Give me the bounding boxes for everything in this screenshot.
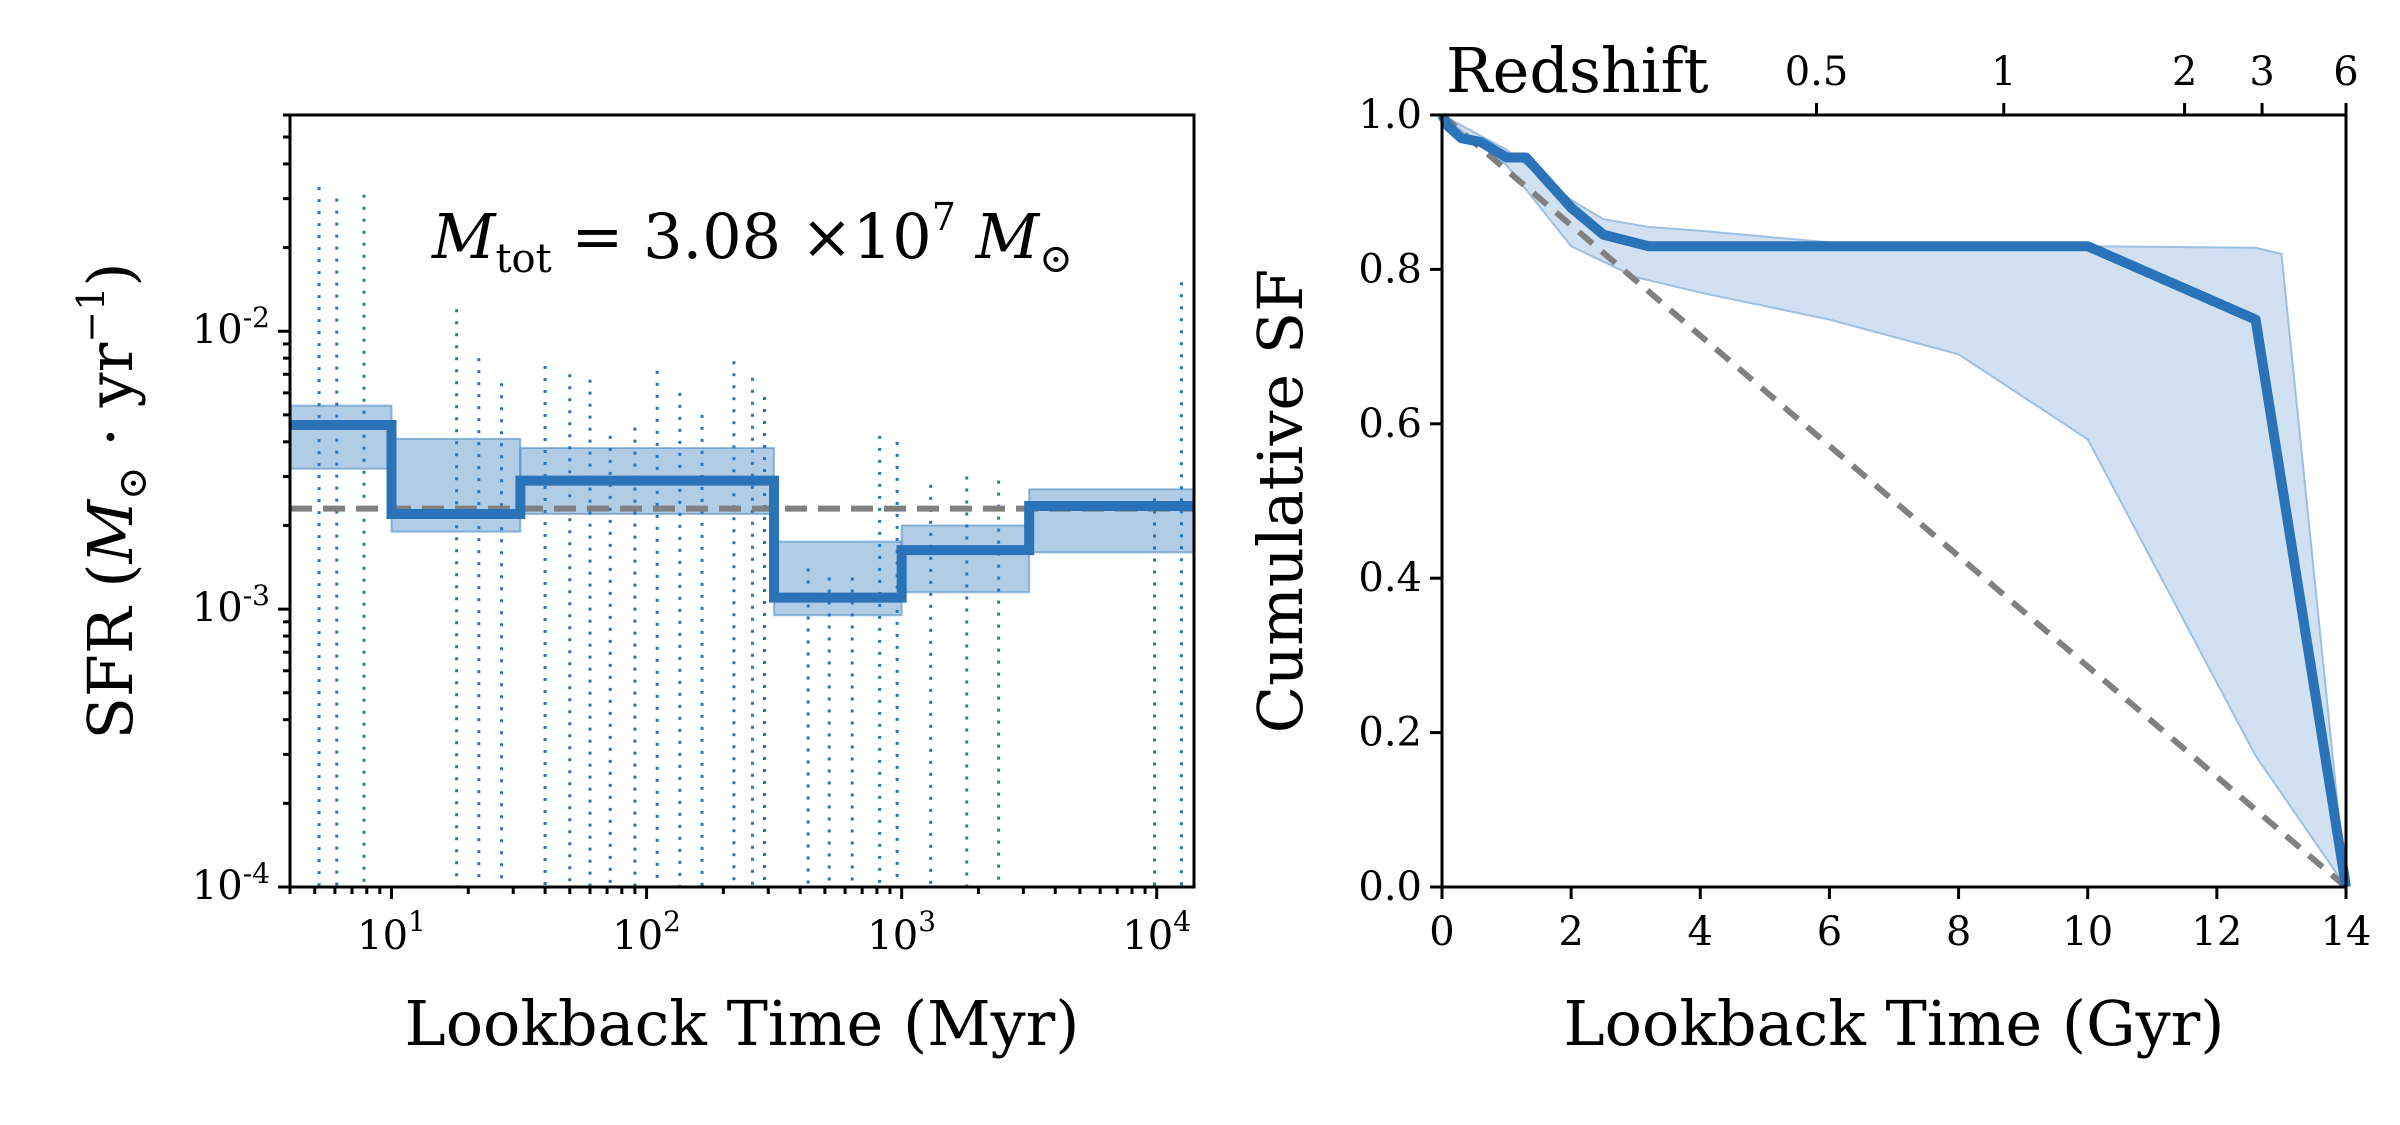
annot-eq: = 3.08 ×10 <box>552 200 932 273</box>
ylabel-pre: SFR ( <box>74 563 147 739</box>
ylabel-sub: ⊙ <box>110 466 156 500</box>
sfr-x-tick-label-0: 101 <box>357 905 426 959</box>
cumulative-axes-frame <box>1440 113 2348 889</box>
cumulative-y-tick-label-5: 1.0 <box>1358 92 1422 138</box>
ylabel-post: ) <box>74 262 147 286</box>
sfr-x-tick-label-3: 104 <box>1122 905 1191 959</box>
cumulative-x-tick-label-2: 4 <box>1688 909 1713 955</box>
cumulative-y-tick-label-4: 0.8 <box>1358 246 1422 292</box>
redshift-tick-label-4: 6 <box>2333 49 2358 95</box>
sfr-y-axis-label: SFR (M⊙ · yr−1) <box>69 262 156 739</box>
cumulative-x-tick-label-5: 10 <box>2062 909 2113 955</box>
redshift-tick-label-2: 2 <box>2172 49 2197 95</box>
sfr-annotation: Mtot = 3.08 ×107 M⊙ <box>431 195 1073 282</box>
cumulative-y-tick-label-1: 0.2 <box>1358 710 1422 756</box>
cumulative-x-tick-label-1: 2 <box>1558 909 1583 955</box>
cumulative-y-tick-label-2: 0.4 <box>1358 555 1422 601</box>
cumulative-y-tick-label-0: 0.0 <box>1358 864 1422 910</box>
sfr-median-step-line <box>290 419 1194 603</box>
cumulative-ticks: 0 2 4 6 8 10 12 140.00.20.40.60.81.00.5 1 2 3 6 <box>1358 49 2371 955</box>
sfr-y-tick-label-2: 10-2 <box>192 301 270 353</box>
annot-exp: 7 <box>932 195 956 239</box>
annot-sub: tot <box>495 236 551 282</box>
sfr-band-bin-0 <box>290 404 393 470</box>
sfr-band-bin-4 <box>900 524 1031 594</box>
cumulative-x-tick-label-4: 8 <box>1946 909 1971 955</box>
cumulative-uncertainty-band <box>1442 115 2346 887</box>
sfr-x-axis-label: Lookback Time (Myr) <box>405 987 1080 1060</box>
ylabel-mid: · yr <box>74 342 147 466</box>
sfr-y-tick-label-1: 10-3 <box>192 579 270 631</box>
cumulative-x-tick-label-0: 0 <box>1429 909 1454 955</box>
redshift-tick-label-0: 0.5 <box>1785 49 1849 95</box>
sfr-band-bin-3 <box>773 540 903 617</box>
cumulative-panel: 0 2 4 6 8 10 12 140.00.20.40.60.81.00.5 1 2 3 6 Red… <box>1244 34 2371 1060</box>
cumulative-reference-line <box>1440 112 2348 890</box>
redshift-tick-label-3: 3 <box>2249 49 2274 95</box>
annot-unit-sub: ⊙ <box>1039 236 1073 282</box>
sfr-y-tick-label-0: 10-4 <box>192 857 270 909</box>
cumulative-x-tick-label-3: 6 <box>1817 909 1842 955</box>
ylabel-sup: −1 <box>69 287 113 343</box>
sfr-x-tick-label-2: 103 <box>867 905 936 959</box>
sfr-ticks: 101 102 103 104 10-4 10-3 10-2 <box>192 113 1191 959</box>
sfr-axes-frame <box>288 113 1196 889</box>
redshift-tick-label-1: 1 <box>1991 49 2016 95</box>
redshift-axis-label: Redshift <box>1446 34 1709 107</box>
sfr-panel: 101 102 103 104 10-4 10-3 10-2 Mtot = 3.08 ×10… <box>69 113 1196 1060</box>
ylabel-m: M <box>74 498 147 564</box>
cumulative-y-tick-label-3: 0.6 <box>1358 401 1422 447</box>
sfr-x-tick-label-1: 102 <box>612 905 681 959</box>
cumulative-x-tick-label-7: 14 <box>2321 909 2372 955</box>
sfr-draws <box>317 187 1183 887</box>
cumulative-y-axis-label: Cumulative SF <box>1244 269 1317 734</box>
cumulative-x-tick-label-6: 12 <box>2191 909 2242 955</box>
annot-m: M <box>431 200 497 273</box>
cumulative-median-line <box>1437 112 2351 888</box>
sfr-band-bin-5 <box>1028 488 1194 554</box>
annot-unit: M <box>956 200 1041 273</box>
cumulative-x-axis-label: Lookback Time (Gyr) <box>1564 987 2225 1060</box>
